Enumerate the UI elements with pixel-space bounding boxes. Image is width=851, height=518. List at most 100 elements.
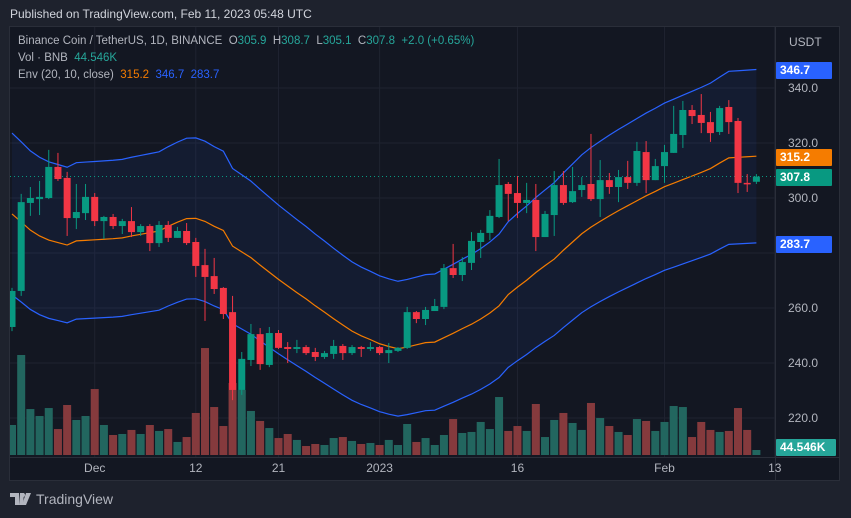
legend-symbol: Binance Coin / TetherUS, 1D, BINANCE (18, 35, 223, 47)
volume-bar (642, 420, 651, 455)
volume-tag: 44.546K (776, 439, 836, 456)
candle-body (394, 347, 402, 351)
candle-body (716, 108, 724, 132)
candle-body (670, 133, 678, 153)
volume-bar (678, 407, 687, 455)
envelope-fill (12, 69, 757, 417)
volume-bar (384, 439, 393, 455)
candle-body (513, 193, 521, 203)
candle-body (238, 358, 246, 390)
candle-body (697, 114, 705, 123)
candle-body (651, 166, 659, 181)
volume-bar (164, 429, 173, 455)
volume-bar (660, 421, 669, 455)
candle-body (137, 226, 145, 233)
volume-bar (329, 438, 338, 455)
price-axis-currency: USDT (789, 35, 822, 49)
candle-body (54, 166, 62, 180)
volume-bar (449, 419, 458, 455)
candle-body (265, 333, 273, 365)
volume-bar (219, 426, 228, 455)
candle-body (587, 183, 595, 200)
volume-bar (265, 428, 274, 455)
candle-body (72, 212, 80, 219)
volume-bar (17, 355, 26, 455)
time-tick-label: 13 (768, 461, 782, 475)
candle-body (109, 216, 117, 227)
volume-bar (63, 405, 72, 455)
candle-body (192, 242, 200, 266)
volume-bar (200, 348, 209, 455)
legend-close-label: C (357, 35, 367, 47)
candle-body (173, 231, 181, 238)
volume-bar (485, 429, 494, 455)
volume-bar (228, 382, 237, 455)
volume-bar (605, 426, 614, 455)
legend-envelope-row[interactable]: Env (20, 10, close) 315.2 346.7 283.7 (18, 69, 219, 81)
candle-body (26, 198, 34, 203)
volume-bar (421, 438, 430, 455)
candle-body (183, 231, 191, 244)
candle-body (633, 150, 641, 183)
legend-high: 308.7 (281, 35, 310, 47)
candle-body (330, 345, 338, 354)
candle-body (550, 185, 558, 216)
legend-volume-label: Vol · BNB (18, 52, 68, 64)
candle-body (127, 221, 135, 233)
candle-body (339, 345, 347, 354)
tradingview-logo[interactable]: TradingView (10, 491, 113, 507)
price-tick-label: 340.0 (788, 81, 818, 95)
volume-bar (513, 426, 522, 455)
candle-body (256, 334, 264, 365)
candle-body (486, 215, 494, 233)
candle-body (743, 182, 751, 185)
volume-bar (155, 430, 164, 455)
envelope-upper-line (11, 68, 757, 282)
candle-body (275, 333, 283, 348)
candle-body (559, 185, 567, 203)
candle-body (752, 176, 760, 182)
close-price-tag: 307.8 (776, 169, 832, 186)
legend-envelope-basis: 315.2 (120, 69, 150, 81)
legend-open-label: O (228, 35, 238, 47)
volume-bar (541, 437, 550, 455)
volume-bar (550, 419, 559, 455)
volume-bar (393, 445, 402, 455)
volume-bar (81, 416, 90, 455)
volume-bar (403, 423, 412, 455)
candle-body (100, 216, 108, 222)
candle-body (706, 122, 714, 134)
lower-band-price-tag: 283.7 (776, 236, 832, 253)
candle-body (578, 185, 586, 191)
upper-band-price-tag: 346.7 (776, 62, 832, 79)
candle-body (17, 202, 25, 291)
volume-bar (458, 432, 467, 455)
candle-body (624, 177, 632, 183)
volume-bar (697, 421, 706, 455)
candle-body (164, 224, 172, 238)
candle-body (201, 265, 209, 277)
tradingview-logo-text: TradingView (36, 491, 114, 507)
legend-volume-row[interactable]: Vol · BNB 44.546K (18, 52, 117, 64)
price-tick-label: 300.0 (788, 191, 818, 205)
candle-body (495, 185, 503, 217)
legend-low-label: L (316, 35, 323, 47)
candle-body (615, 177, 623, 187)
candle-body (10, 290, 16, 327)
candle-body (311, 352, 319, 357)
published-caption: Published on TradingView.com, Feb 11, 20… (10, 7, 312, 21)
volume-bar (99, 425, 108, 455)
envelope-basis-line (11, 155, 757, 350)
volume-bar (430, 445, 439, 455)
time-tick-label: 21 (272, 461, 286, 475)
candle-body (210, 276, 218, 290)
candle-body (118, 221, 126, 227)
volume-bar (724, 430, 733, 455)
volume-bar (467, 431, 476, 455)
volume-bar (246, 410, 255, 455)
volume-bar (53, 429, 62, 455)
candle-body (385, 350, 393, 354)
time-tick-label: Dec (84, 461, 105, 475)
time-tick-label: 16 (511, 461, 525, 475)
